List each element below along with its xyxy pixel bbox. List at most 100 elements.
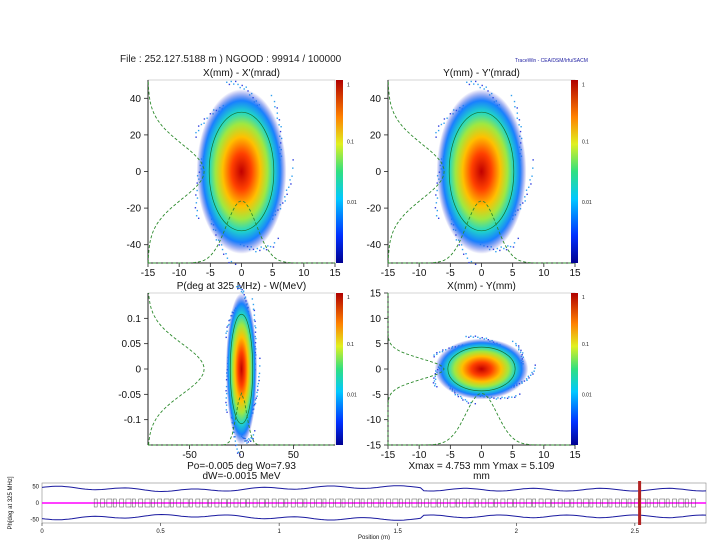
x-profile-curve <box>388 200 575 264</box>
colorbar-label: 0.01 <box>347 200 357 206</box>
halo-point <box>527 375 530 378</box>
halo-point <box>532 159 534 161</box>
lattice-element <box>151 498 155 508</box>
lattice-element <box>678 498 685 508</box>
halo-point <box>233 436 235 438</box>
halo-point <box>520 125 522 128</box>
lattice-element <box>653 498 658 508</box>
halo-point <box>241 84 243 87</box>
lattice-element <box>564 498 570 508</box>
x-tick-label: -15 <box>381 450 396 461</box>
x-tick-label: -5 <box>206 268 215 279</box>
halo-point <box>225 401 227 404</box>
halo-point <box>533 370 535 372</box>
halo-point <box>239 454 241 456</box>
lattice-element <box>545 498 551 508</box>
halo-point <box>496 247 499 250</box>
halo-point <box>276 107 278 109</box>
lattice-element <box>468 498 475 508</box>
plot-footer-line: mm <box>473 471 490 482</box>
halo-point <box>460 395 462 398</box>
x-tick-label: -15 <box>381 268 396 279</box>
lattice-element <box>532 498 536 508</box>
halo-point <box>236 286 238 288</box>
lattice-element <box>297 498 303 508</box>
halo-point <box>519 393 521 395</box>
halo-point <box>528 186 530 188</box>
colorbar-label: 0.1 <box>347 139 354 145</box>
lattice-element <box>208 498 212 508</box>
halo-point <box>280 125 282 128</box>
envelope-plot: Ph[deg at 325 MHz]Position (m)500-500 0.5… <box>8 476 707 540</box>
halo-point <box>257 389 259 391</box>
x-tick-label: -10 <box>412 268 427 279</box>
lattice-element <box>392 498 399 508</box>
x-tick-label: -10 <box>412 450 427 461</box>
x-tick-label: 10 <box>538 268 550 279</box>
halo-point <box>534 367 536 369</box>
halo-point <box>534 364 536 366</box>
halo-point <box>251 437 253 440</box>
halo-point <box>524 196 526 198</box>
x-tick-label: 10 <box>298 268 310 279</box>
lattice-element <box>659 498 666 508</box>
y-tick-label: 0 <box>375 365 381 376</box>
halo-point <box>526 193 528 195</box>
lattice-element <box>290 498 296 508</box>
x-tick-label: 2 <box>515 529 519 535</box>
halo-point <box>241 288 243 291</box>
lattice-element <box>195 498 201 508</box>
halo-point <box>477 336 479 338</box>
plot-title: X(mm) - Y(mm) <box>447 281 516 292</box>
y-tick-label: 0 <box>375 167 381 178</box>
y-profile-curve <box>387 79 445 264</box>
y-tick-label: -10 <box>367 415 382 426</box>
halo-point <box>247 441 250 443</box>
lattice-element <box>240 498 246 508</box>
halo-point <box>256 395 258 397</box>
lattice-element <box>462 498 468 508</box>
halo-point <box>248 438 250 440</box>
halo-point <box>278 119 281 121</box>
lattice-element <box>684 498 689 508</box>
halo-point <box>455 239 458 241</box>
halo-point <box>474 403 477 405</box>
halo-point <box>253 319 256 321</box>
lattice-element <box>132 498 136 508</box>
halo-point <box>226 326 228 328</box>
y-axis-label: Ph[deg at 325 MHz] <box>8 476 14 529</box>
halo-point <box>230 80 232 83</box>
halo-point <box>479 337 481 340</box>
lattice-element <box>665 498 670 508</box>
lattice-element <box>303 498 308 508</box>
halo-point <box>461 248 464 251</box>
x-tick-label: 5 <box>510 268 516 279</box>
halo-point <box>254 320 256 323</box>
colorbar-label: 0.01 <box>582 392 592 398</box>
halo-point <box>228 319 230 322</box>
y-tick-label: 20 <box>370 130 382 141</box>
halo-point <box>256 385 259 388</box>
halo-point <box>436 189 438 192</box>
lattice-element <box>125 498 132 508</box>
halo-point <box>239 86 241 89</box>
halo-point <box>237 288 239 290</box>
halo-point <box>433 377 435 379</box>
colorbar-label: 1 <box>582 295 585 301</box>
density-core <box>436 89 527 254</box>
halo-point <box>434 207 437 209</box>
lattice-element <box>621 498 627 508</box>
lattice-element <box>112 498 117 508</box>
halo-point <box>249 439 251 441</box>
halo-point <box>218 244 221 246</box>
lattice-element <box>233 498 239 508</box>
halo-point <box>529 179 531 181</box>
lattice-element <box>538 498 544 508</box>
plot-title: X(mm) - X'(mrad) <box>203 68 280 79</box>
halo-point <box>434 373 437 375</box>
lattice-element <box>608 498 613 508</box>
halo-point <box>225 404 228 406</box>
halo-point <box>434 385 436 387</box>
halo-point <box>254 430 256 432</box>
plot-footer-line: Xmax = 4.753 mm Ymax = 5.109 <box>408 461 554 472</box>
